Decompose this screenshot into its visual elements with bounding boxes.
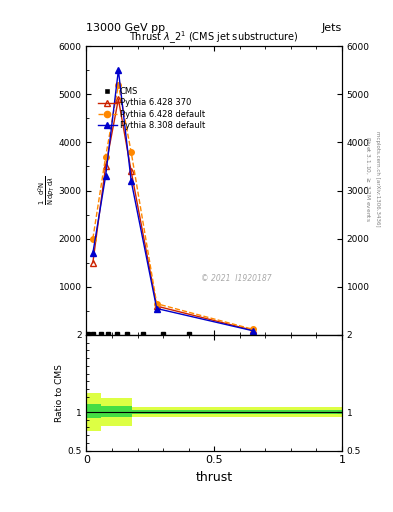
- CMS: [98, 330, 103, 336]
- Line: CMS: CMS: [85, 331, 191, 336]
- Y-axis label: $\frac{1}{\mathrm{N}}\frac{\mathrm{d}^2\mathrm{N}}{\mathrm{d}p_T\,\mathrm{d}\lam: $\frac{1}{\mathrm{N}}\frac{\mathrm{d}^2\…: [37, 176, 57, 205]
- Title: Thrust $\lambda\_2^1$ (CMS jet substructure): Thrust $\lambda\_2^1$ (CMS jet substruct…: [129, 30, 299, 46]
- CMS: [161, 330, 165, 336]
- Pythia 6.428 370: [116, 96, 121, 102]
- Line: Pythia 6.428 370: Pythia 6.428 370: [90, 96, 255, 333]
- Pythia 6.428 default: [90, 236, 95, 242]
- Line: Pythia 8.308 default: Pythia 8.308 default: [90, 68, 255, 333]
- Pythia 6.428 default: [116, 81, 121, 88]
- CMS: [85, 330, 90, 336]
- Pythia 8.308 default: [154, 306, 159, 312]
- X-axis label: thrust: thrust: [196, 471, 233, 484]
- CMS: [140, 330, 145, 336]
- Y-axis label: Ratio to CMS: Ratio to CMS: [55, 364, 64, 422]
- Pythia 8.308 default: [250, 328, 255, 334]
- Text: 13000 GeV pp: 13000 GeV pp: [86, 23, 165, 33]
- CMS: [125, 330, 130, 336]
- Pythia 8.308 default: [129, 178, 134, 184]
- Pythia 6.428 370: [250, 327, 255, 333]
- Text: mcplots.cern.ch [arXiv:1306.3436]: mcplots.cern.ch [arXiv:1306.3436]: [375, 132, 380, 227]
- CMS: [186, 330, 191, 336]
- Legend: CMS, Pythia 6.428 370, Pythia 6.428 default, Pythia 8.308 default: CMS, Pythia 6.428 370, Pythia 6.428 defa…: [96, 85, 208, 132]
- Text: © 2021  I1920187: © 2021 I1920187: [202, 274, 272, 283]
- Pythia 6.428 370: [90, 260, 95, 266]
- Pythia 6.428 370: [154, 303, 159, 309]
- Pythia 6.428 default: [129, 149, 134, 155]
- Pythia 6.428 370: [129, 168, 134, 175]
- CMS: [90, 330, 95, 336]
- Text: Rivet 3.1.10, $\geq$ 3.2M events: Rivet 3.1.10, $\geq$ 3.2M events: [364, 136, 371, 222]
- CMS: [115, 330, 119, 336]
- Pythia 6.428 default: [250, 326, 255, 332]
- Pythia 6.428 default: [103, 154, 108, 160]
- Pythia 8.308 default: [103, 173, 108, 179]
- Text: Jets: Jets: [321, 23, 342, 33]
- Line: Pythia 6.428 default: Pythia 6.428 default: [90, 82, 255, 332]
- CMS: [106, 330, 110, 336]
- Pythia 6.428 default: [154, 301, 159, 307]
- Pythia 8.308 default: [116, 67, 121, 73]
- Pythia 6.428 370: [103, 163, 108, 169]
- Pythia 8.308 default: [90, 250, 95, 256]
